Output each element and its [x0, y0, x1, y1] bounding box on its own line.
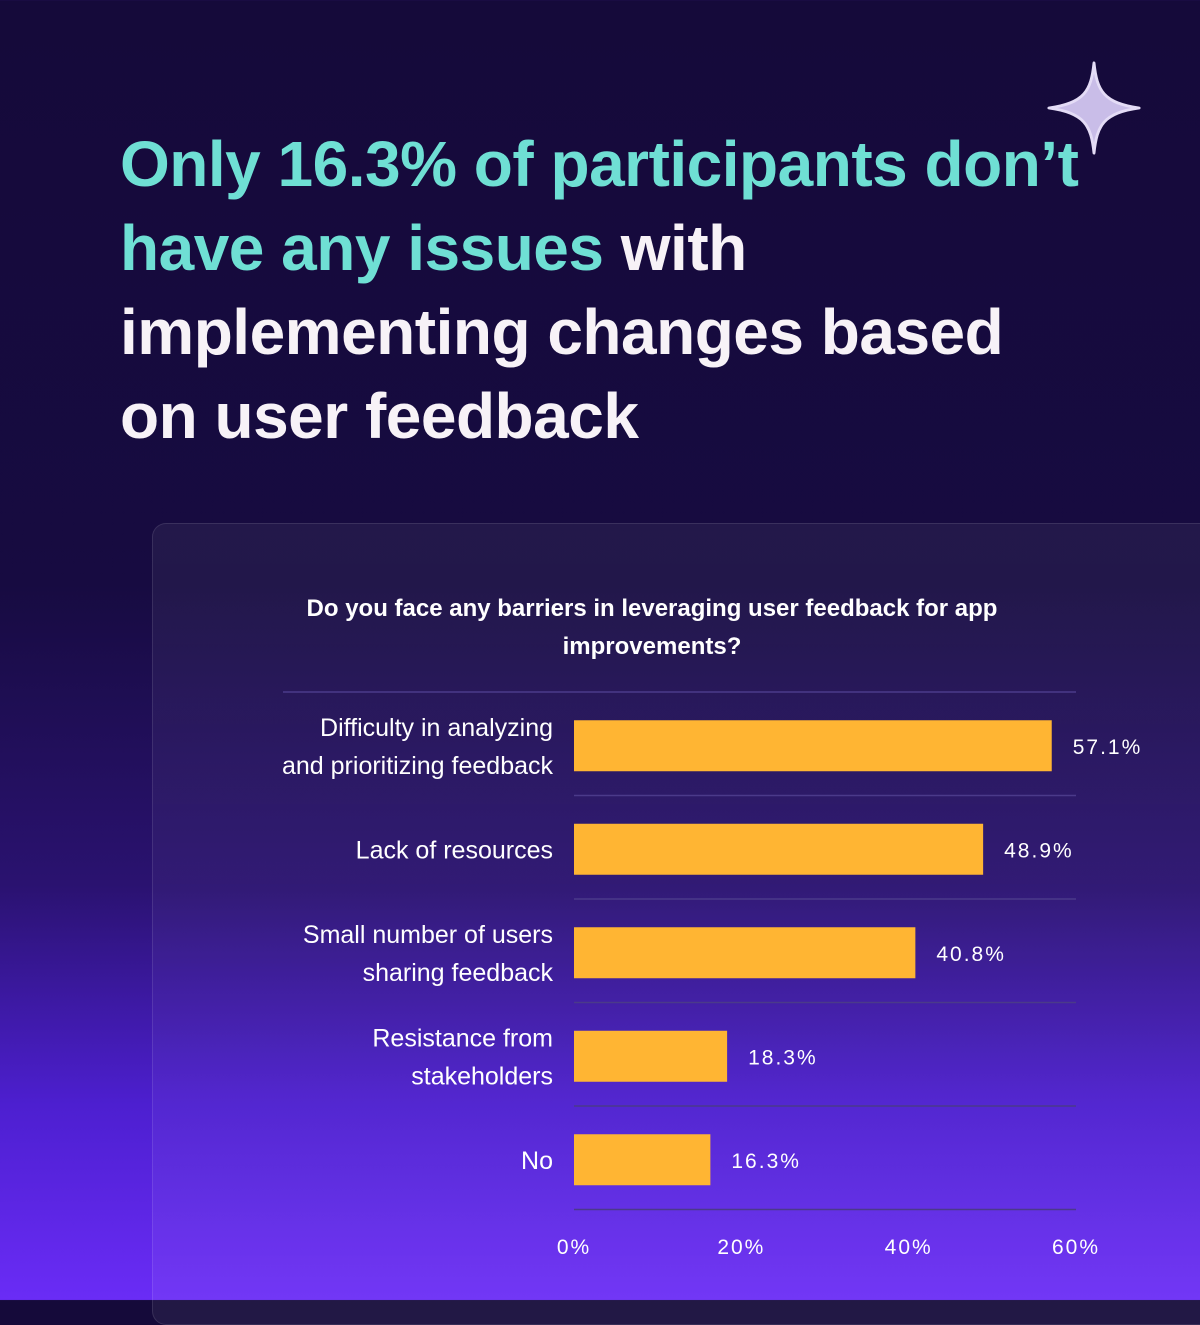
x-tick-label: 0% — [557, 1236, 591, 1259]
category-label: Resistance from — [372, 1024, 553, 1052]
headline: Only 16.3% of participants don’t have an… — [120, 122, 1080, 458]
headline-rest: with implementing changes based on user … — [120, 212, 1004, 452]
category-label: sharing feedback — [363, 959, 554, 987]
sparkle-icon — [1047, 61, 1141, 155]
headline-highlight: Only 16.3% of participants don’t have an… — [120, 128, 1079, 284]
category-label: stakeholders — [411, 1062, 553, 1090]
data-label: 16.3% — [731, 1150, 801, 1173]
chart-title: Do you face any barriers in leveraging u… — [306, 595, 998, 660]
category-label: Lack of resources — [356, 836, 553, 864]
category-label: No — [521, 1147, 553, 1175]
x-tick-label: 60% — [1052, 1236, 1100, 1259]
bar — [574, 1134, 711, 1186]
data-label: 40.8% — [936, 943, 1006, 966]
bar — [574, 720, 1052, 772]
category-label: Small number of users — [303, 921, 553, 949]
data-label: 57.1% — [1073, 736, 1143, 759]
x-tick-label: 40% — [885, 1236, 933, 1259]
bar — [574, 927, 916, 979]
category-label: Difficulty in analyzing — [320, 714, 553, 742]
data-label: 48.9% — [1004, 839, 1074, 862]
data-label: 18.3% — [748, 1046, 818, 1069]
category-label: and prioritizing feedback — [282, 752, 553, 780]
x-tick-label: 20% — [717, 1236, 765, 1259]
chart-card — [152, 523, 1200, 1325]
bar — [574, 823, 984, 875]
bar — [574, 1030, 728, 1082]
